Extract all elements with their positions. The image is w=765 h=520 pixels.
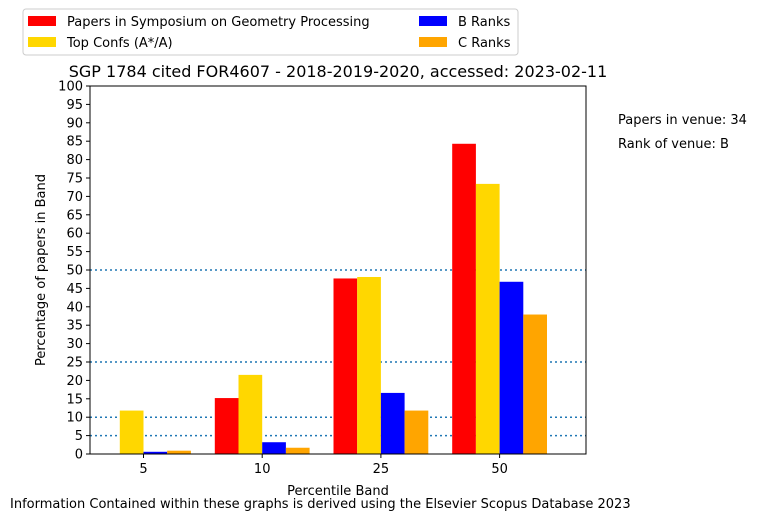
bar-3-5 bbox=[143, 451, 168, 454]
bar-2-25 bbox=[357, 276, 381, 454]
y-tick-label: 80 bbox=[66, 153, 83, 168]
legend-swatch bbox=[419, 37, 447, 47]
bar-1-25 bbox=[333, 278, 358, 454]
y-axis-ticks: 0 5 10 15 20 25 30 35 40 45 50 55 60 65 70 75 80 85 90 95 10… bbox=[58, 80, 90, 463]
x-tick-label: 10 bbox=[254, 462, 271, 477]
y-tick-label: 35 bbox=[66, 319, 83, 334]
y-tick-label: 55 bbox=[66, 245, 83, 260]
y-tick-label: 50 bbox=[66, 264, 83, 279]
y-tick-label: 25 bbox=[66, 356, 83, 371]
y-tick-label: 85 bbox=[66, 135, 83, 150]
y-tick-label: 5 bbox=[75, 429, 83, 444]
y-tick-label: 75 bbox=[66, 172, 83, 187]
x-tick-label: 25 bbox=[373, 462, 390, 477]
bar-2-50 bbox=[475, 183, 500, 454]
x-tick-label: 50 bbox=[491, 462, 508, 477]
x-tick-label: 5 bbox=[139, 462, 147, 477]
legend-label: B Ranks bbox=[458, 15, 511, 30]
y-tick-label: 95 bbox=[66, 98, 83, 113]
y-tick-label: 65 bbox=[66, 208, 83, 223]
legend-frame bbox=[22, 8, 519, 56]
bar-1-50 bbox=[452, 143, 476, 454]
papers-in-venue-annotation: Papers in venue: 34 bbox=[618, 113, 747, 128]
y-axis-label: Percentage of papers in Band bbox=[34, 174, 49, 366]
legend-label: C Ranks bbox=[458, 36, 511, 51]
bar-1-10 bbox=[214, 398, 239, 454]
bar-4-50 bbox=[523, 314, 547, 454]
y-tick-label: 45 bbox=[66, 282, 83, 297]
y-tick-label: 90 bbox=[66, 116, 83, 131]
chart-title: SGP 1784 cited FOR4607 - 2018-2019-2020,… bbox=[69, 62, 608, 81]
bar-4-25 bbox=[404, 410, 429, 454]
bar-3-25 bbox=[380, 392, 405, 454]
legend-label: Top Confs (A*/A) bbox=[66, 36, 173, 51]
bar-3-50 bbox=[499, 281, 524, 454]
y-tick-label: 40 bbox=[66, 300, 83, 315]
y-tick-label: 70 bbox=[66, 190, 83, 205]
legend-label: Papers in Symposium on Geometry Processi… bbox=[67, 15, 370, 30]
bar-4-10 bbox=[285, 447, 310, 454]
bar-2-5 bbox=[119, 410, 144, 454]
y-tick-label: 20 bbox=[66, 374, 83, 389]
y-tick-label: 10 bbox=[66, 411, 83, 426]
x-axis-ticks: 5 10 25 50 bbox=[139, 454, 508, 477]
bars bbox=[119, 143, 547, 454]
legend: Papers in Symposium on Geometry Processi… bbox=[22, 8, 519, 56]
y-tick-label: 60 bbox=[66, 227, 83, 242]
bar-2-10 bbox=[238, 374, 263, 454]
x-axis-label: Percentile Band bbox=[287, 484, 389, 499]
bar-3-10 bbox=[262, 442, 286, 454]
y-tick-label: 15 bbox=[66, 392, 83, 407]
y-tick-label: 0 bbox=[75, 448, 83, 463]
legend-swatch bbox=[28, 16, 56, 26]
legend-swatch bbox=[28, 37, 56, 47]
legend-swatch bbox=[419, 16, 447, 26]
footer-note: Information Contained within these graph… bbox=[10, 497, 631, 512]
y-tick-label: 100 bbox=[58, 80, 83, 95]
rank-of-venue-annotation: Rank of venue: B bbox=[618, 137, 729, 152]
y-tick-label: 30 bbox=[66, 337, 83, 352]
bar-4-5 bbox=[167, 450, 191, 454]
